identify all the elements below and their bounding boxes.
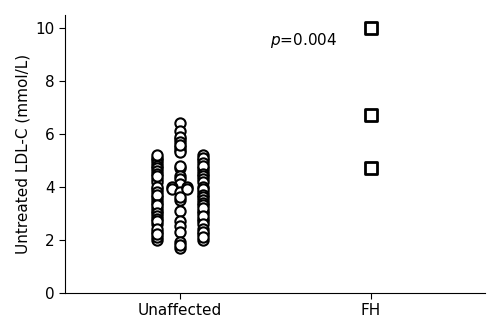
- Point: [198, 234, 206, 240]
- Point: [153, 158, 161, 163]
- Point: [153, 237, 161, 242]
- Point: [176, 242, 184, 248]
- Point: [153, 232, 161, 237]
- Point: [198, 187, 206, 192]
- Point: [198, 200, 206, 205]
- Point: [153, 166, 161, 171]
- Point: [198, 153, 206, 158]
- Point: [153, 203, 161, 208]
- Point: [176, 166, 184, 171]
- Text: $\it{p}$=0.004: $\it{p}$=0.004: [270, 31, 338, 50]
- Point: [153, 197, 161, 203]
- Point: [153, 161, 161, 166]
- Point: [198, 195, 206, 200]
- Point: [153, 171, 161, 176]
- Y-axis label: Untreated LDL-C (mmol/L): Untreated LDL-C (mmol/L): [15, 54, 30, 254]
- Point: [198, 205, 206, 211]
- Point: [153, 173, 161, 179]
- Point: [176, 163, 184, 168]
- Point: [176, 129, 184, 134]
- Point: [153, 184, 161, 189]
- Point: [198, 221, 206, 226]
- Point: [198, 168, 206, 173]
- Point: [198, 203, 206, 208]
- Point: [176, 245, 184, 250]
- Point: [176, 134, 184, 139]
- Point: [153, 234, 161, 240]
- Point: [153, 153, 161, 158]
- Point: [198, 218, 206, 224]
- Point: [153, 205, 161, 211]
- Point: [168, 187, 176, 192]
- Point: [176, 173, 184, 179]
- Point: [176, 229, 184, 234]
- Point: [153, 192, 161, 197]
- Point: [176, 189, 184, 195]
- Point: [198, 166, 206, 171]
- Point: [153, 179, 161, 184]
- Point: [198, 189, 206, 195]
- Point: [198, 163, 206, 168]
- Point: [366, 166, 374, 171]
- Point: [153, 210, 161, 216]
- Point: [176, 208, 184, 213]
- Point: [198, 158, 206, 163]
- Point: [198, 226, 206, 232]
- Point: [176, 181, 184, 187]
- Point: [198, 237, 206, 242]
- Point: [198, 179, 206, 184]
- Point: [198, 216, 206, 221]
- Point: [176, 195, 184, 200]
- Point: [153, 229, 161, 234]
- Point: [176, 139, 184, 145]
- Point: [198, 213, 206, 218]
- Point: [153, 163, 161, 168]
- Point: [198, 192, 206, 197]
- Point: [176, 145, 184, 150]
- Point: [153, 218, 161, 224]
- Point: [184, 187, 192, 192]
- Point: [176, 147, 184, 153]
- Point: [198, 210, 206, 216]
- Point: [366, 26, 374, 31]
- Point: [176, 218, 184, 224]
- Point: [153, 155, 161, 161]
- Point: [153, 216, 161, 221]
- Point: [198, 171, 206, 176]
- Point: [184, 184, 192, 189]
- Point: [198, 208, 206, 213]
- Point: [198, 173, 206, 179]
- Point: [176, 150, 184, 155]
- Point: [198, 155, 206, 161]
- Point: [153, 187, 161, 192]
- Point: [198, 184, 206, 189]
- Point: [176, 176, 184, 181]
- Point: [176, 197, 184, 203]
- Point: [153, 221, 161, 226]
- Point: [153, 213, 161, 218]
- Point: [198, 232, 206, 237]
- Point: [176, 121, 184, 126]
- Point: [153, 200, 161, 205]
- Point: [176, 137, 184, 142]
- Point: [198, 197, 206, 203]
- Point: [153, 195, 161, 200]
- Point: [176, 240, 184, 245]
- Point: [153, 189, 161, 195]
- Point: [176, 142, 184, 147]
- Point: [168, 184, 176, 189]
- Point: [366, 113, 374, 118]
- Point: [176, 224, 184, 229]
- Point: [153, 226, 161, 232]
- Point: [198, 176, 206, 181]
- Point: [198, 229, 206, 234]
- Point: [198, 161, 206, 166]
- Point: [153, 176, 161, 181]
- Point: [153, 208, 161, 213]
- Point: [153, 168, 161, 173]
